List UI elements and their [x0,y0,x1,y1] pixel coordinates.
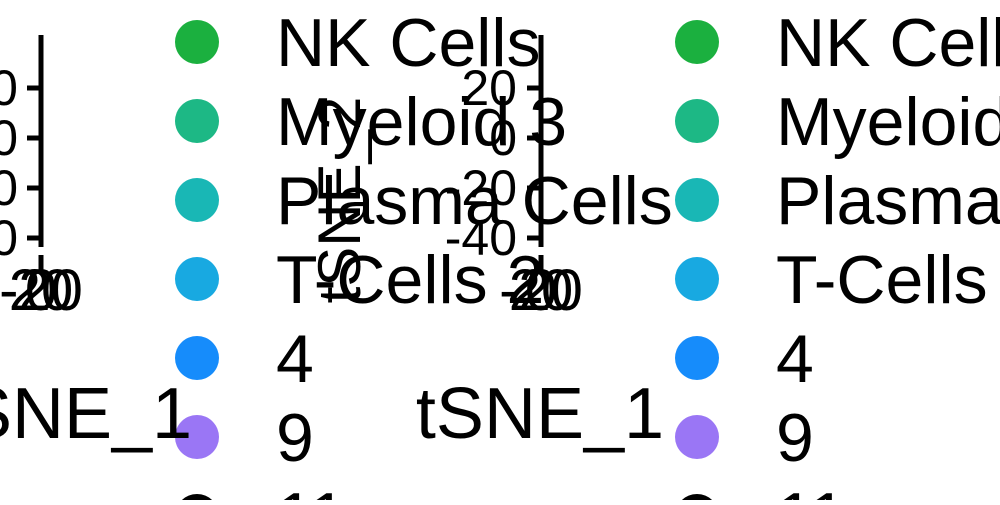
legend-swatch-7 [677,494,717,505]
legend-swatch-1 [675,20,719,64]
legend-label-4: T-Cells 2 [776,242,1000,318]
legend-label-5: 4 [776,321,814,397]
legend-label-7: 11 [276,479,347,500]
legend-label-5: 4 [276,321,314,397]
legend-label-4: T-Cells 2 [276,242,544,318]
legend-swatch-5 [175,336,219,380]
legend-swatch-5 [675,336,719,380]
y-tick-label-4: -40 [445,210,517,266]
y-tick-label-4: -40 [0,210,18,266]
y-tick-label-2: 0 [489,110,517,166]
legend-label-1: NK Cells [776,5,1000,81]
legend-swatch-3 [675,178,719,222]
legend-label-2: Myeloid 3 [776,84,1000,160]
legend-swatch-2 [175,99,219,143]
y-tick-label-3: -20 [0,160,18,216]
x-axis-label: tSNE_1 [0,374,192,454]
legend-swatch-7 [177,494,217,505]
x-axis-label: tSNE_1 [416,374,664,454]
legend-swatch-3 [175,178,219,222]
legend-label-1: NK Cells [276,5,541,81]
legend-swatch-4 [675,257,719,301]
legend-label-6: 9 [276,400,314,476]
legend-label-2: Myeloid 3 [276,84,567,160]
legend-swatch-6 [675,415,719,459]
y-tick-label-2: 0 [0,110,18,166]
legend-label-7: 11 [776,479,847,500]
y-tick-label-3: -20 [445,160,517,216]
legend-label-3: Plasma Cells [776,163,1000,239]
y-tick-label-1: 20 [461,60,517,116]
legend-label-3: Plasma Cells [276,163,673,239]
legend-swatch-1 [175,20,219,64]
y-tick-label-1: 20 [0,60,18,116]
y-axis-label: tSNE_2 [306,97,373,304]
legend-swatch-4 [175,257,219,301]
legend-swatch-2 [675,99,719,143]
legend-label-6: 9 [776,400,814,476]
legend-swatch-6 [175,415,219,459]
